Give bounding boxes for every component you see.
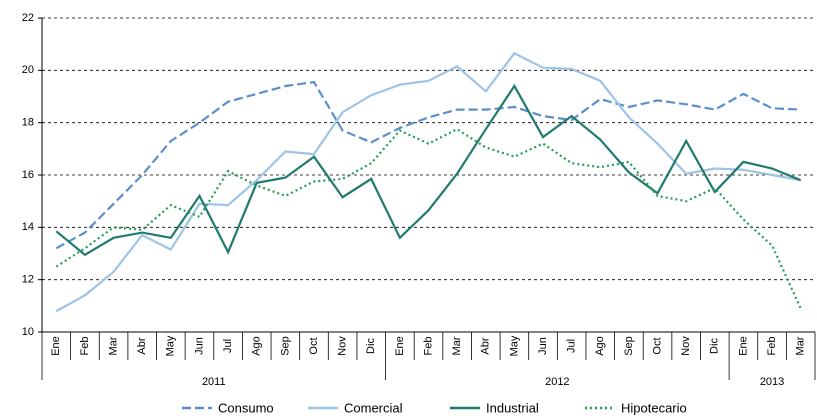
x-tick-label: Ene [394,336,406,356]
x-tick-label: Jul [566,339,578,353]
legend-label: Hipotecario [621,400,687,415]
legend-label: Comercial [344,400,403,415]
x-tick-label: Oct [651,337,663,354]
x-group-label: 2012 [545,376,569,388]
x-tick-label: Mar [451,336,463,355]
x-tick-label: Jul [222,339,234,353]
legend-label: Industrial [486,400,539,415]
y-tick-label: 20 [22,64,34,76]
x-tick-label: Feb [422,337,434,356]
y-tick-label: 10 [22,326,34,338]
legend-label: Consumo [218,400,274,415]
x-tick-label: Dic [365,338,377,354]
line-series [55,80,801,250]
y-tick-label: 12 [22,274,34,286]
x-tick-label: Feb [766,337,778,356]
line-series [55,127,802,309]
x-tick-label: Jun [193,337,205,355]
x-tick-label: May [165,335,177,356]
y-tick-label: 14 [22,221,34,233]
x-group-label: 2011 [202,376,226,388]
x-tick-label: Ene [737,336,749,356]
x-tick-label: Mar [795,336,807,355]
x-tick-label: Abr [136,337,148,354]
x-tick-label: Sep [623,336,635,356]
x-tick-label: Sep [279,336,291,356]
x-tick-label: Ago [594,336,606,356]
x-tick-label: May [508,335,520,356]
x-tick-label: Dic [709,338,721,354]
y-tick-label: 22 [22,12,34,24]
x-tick-label: Jun [537,337,549,355]
x-tick-label: Abr [480,337,492,354]
x-tick-label: Oct [308,337,320,354]
x-tick-label: Mar [107,336,119,355]
x-tick-label: Nov [680,336,692,356]
line-series [55,83,802,257]
line-series [55,51,801,313]
x-tick-label: Ago [251,336,263,356]
y-tick-label: 18 [22,117,34,129]
x-tick-label: Ene [50,336,62,356]
x-tick-label: Nov [337,336,349,356]
x-group-label: 2013 [760,376,784,388]
x-tick-label: Feb [79,337,91,356]
y-tick-label: 16 [22,169,34,181]
